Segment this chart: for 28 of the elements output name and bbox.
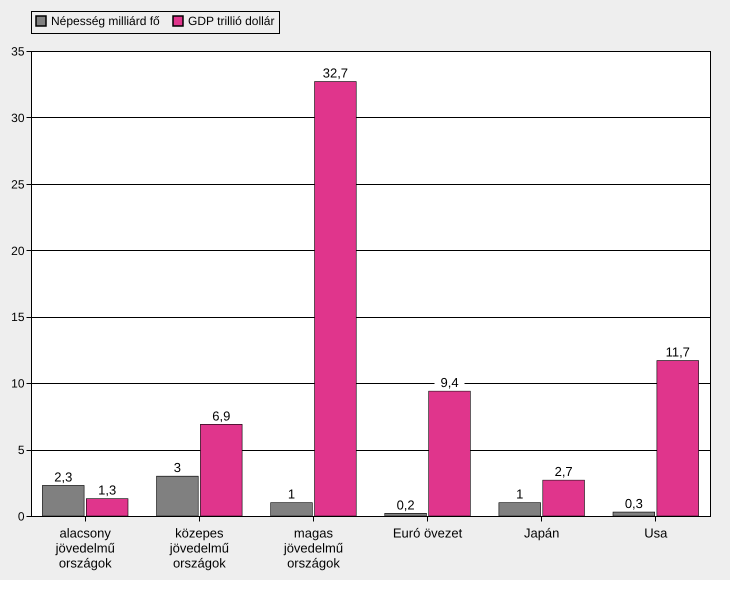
data-label: 1: [288, 486, 296, 502]
x-tick-label: közepes jövedelmű országok: [168, 526, 229, 570]
y-tick-label: 20: [11, 244, 25, 258]
x-tick-label: magas jövedelmű országok: [282, 526, 344, 570]
x-tick-label: Usa: [644, 526, 668, 540]
y-tick-label: 0: [18, 510, 25, 524]
data-label: 2,3: [54, 469, 72, 484]
data-label: 0,3: [624, 496, 643, 512]
data-label: 32,7: [322, 66, 348, 81]
y-tick-label: 25: [11, 177, 25, 192]
y-tick-label: 5: [18, 443, 25, 458]
x-tick-label: Japán: [524, 526, 560, 540]
data-label: 1,3: [98, 482, 116, 498]
data-label: 6,9: [212, 408, 230, 424]
legend-label: Népesség milliárd fő: [51, 14, 160, 28]
x-tick-label: alacsony jövedelmű országok: [54, 526, 115, 570]
data-label: 2,7: [554, 464, 573, 480]
x-tick-label: Euró övezet: [392, 526, 463, 540]
data-label: 1: [516, 486, 524, 502]
data-label: 11,7: [666, 344, 690, 360]
legend-label: GDP trillió dollár: [188, 14, 274, 28]
y-tick-label: 35: [11, 44, 25, 58]
data-label: 0,2: [396, 497, 415, 512]
y-tick-label: 15: [11, 310, 25, 324]
y-tick-label: 30: [11, 110, 25, 125]
data-label: 3: [174, 460, 181, 476]
data-label: 9,4: [440, 375, 459, 390]
y-tick-label: 10: [11, 376, 25, 391]
